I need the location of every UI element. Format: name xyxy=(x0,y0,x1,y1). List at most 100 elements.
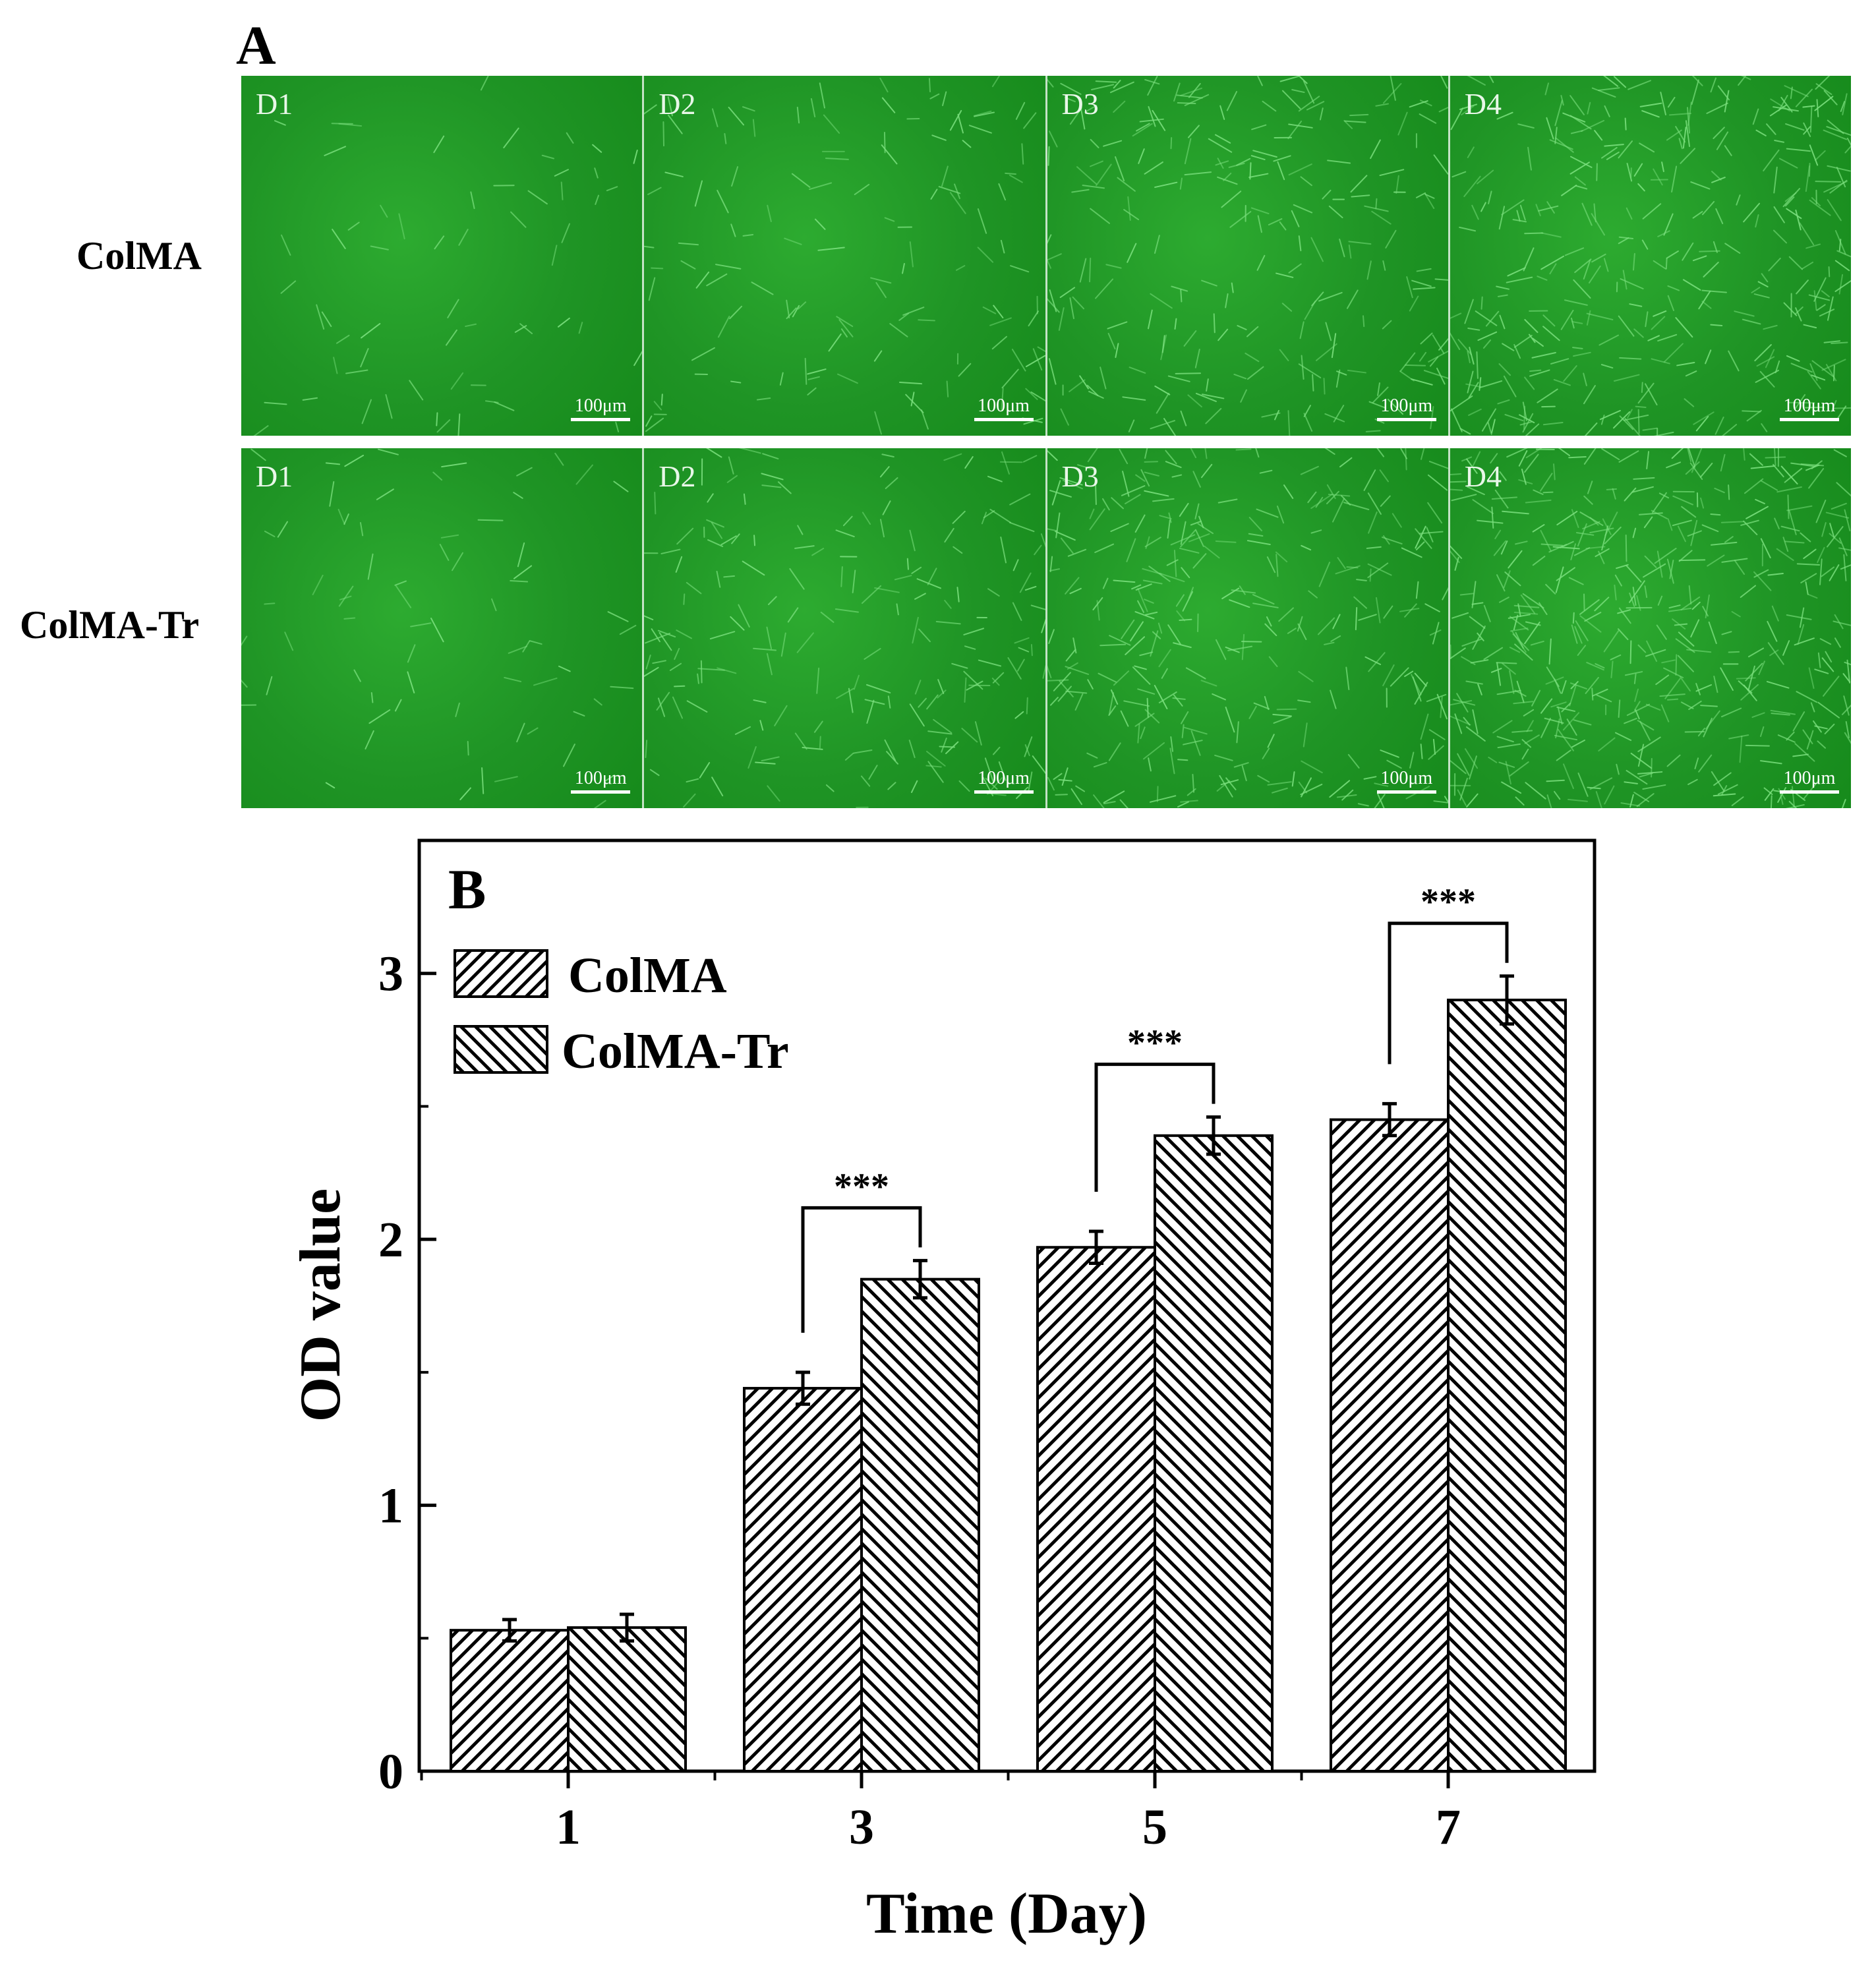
cell-mark xyxy=(1713,793,1736,797)
cell-mark xyxy=(1336,557,1346,570)
cell-mark xyxy=(1827,296,1834,321)
cell-mark xyxy=(1095,163,1112,187)
cell-mark xyxy=(253,425,269,436)
cell-mark xyxy=(325,462,341,465)
cell-mark xyxy=(1652,310,1667,317)
cell-mark xyxy=(1310,529,1322,534)
cell-mark xyxy=(1583,259,1591,280)
cell-mark xyxy=(1687,778,1698,786)
cell-mark xyxy=(1390,76,1396,101)
cell-mark xyxy=(1481,408,1496,432)
cell-mark xyxy=(1832,620,1851,626)
cell-mark xyxy=(1198,515,1204,529)
cell-mark xyxy=(676,630,693,639)
cell-mark xyxy=(1727,484,1730,500)
cell-mark xyxy=(1632,527,1636,539)
cell-mark xyxy=(1552,463,1556,481)
cell-mark xyxy=(975,721,983,746)
cell-mark xyxy=(1132,123,1153,137)
cell-mark xyxy=(1561,703,1571,713)
cell-mark xyxy=(1116,177,1136,192)
cell-mark xyxy=(670,662,682,671)
cell-mark xyxy=(1224,293,1229,308)
cell-mark xyxy=(1571,509,1579,528)
cell-mark xyxy=(1455,693,1469,713)
micrograph-row-colma: D1 100μm D2 100μm D3 100μm D4 100μm xyxy=(241,76,1851,436)
cell-mark xyxy=(718,316,730,338)
cell-mark xyxy=(1299,783,1322,796)
cell-mark xyxy=(911,780,918,794)
cell-mark xyxy=(1633,701,1641,711)
cell-mark xyxy=(407,644,416,663)
cell-mark xyxy=(1595,791,1602,808)
cell-mark xyxy=(519,323,533,334)
cell-mark xyxy=(1694,757,1699,770)
cell-mark xyxy=(1154,181,1177,189)
cell-mark xyxy=(1509,647,1520,653)
cell-mark xyxy=(1194,529,1204,547)
cell-mark xyxy=(1653,260,1666,270)
cell-mark xyxy=(1554,127,1558,144)
cell-mark xyxy=(1769,98,1790,112)
cell-mark xyxy=(633,350,643,366)
cell-mark xyxy=(1604,526,1622,544)
cell-mark xyxy=(1102,577,1108,589)
cell-mark xyxy=(1706,102,1728,114)
cell-mark xyxy=(1773,229,1787,244)
cell-mark xyxy=(1503,570,1511,589)
cell-mark xyxy=(1464,299,1474,324)
cell-mark xyxy=(1695,683,1701,695)
cell-mark xyxy=(1275,272,1293,278)
cell-mark xyxy=(1549,263,1557,275)
cell-mark xyxy=(1570,130,1583,134)
cell-mark xyxy=(1173,694,1183,707)
cell-mark xyxy=(902,263,906,274)
cell-mark xyxy=(1523,709,1534,717)
cell-mark xyxy=(1674,126,1685,143)
cell-mark xyxy=(1323,641,1334,645)
cell-mark xyxy=(1450,699,1472,706)
cell-mark xyxy=(1395,175,1399,194)
y-axis-title: OD value xyxy=(289,1188,353,1422)
cell-mark xyxy=(1241,633,1245,660)
cell-mark xyxy=(798,301,807,310)
cell-mark xyxy=(1792,753,1809,757)
cell-mark xyxy=(1587,102,1591,115)
cell-mark xyxy=(1182,591,1193,612)
cell-mark xyxy=(715,264,742,270)
micrograph-tile: D2 100μm xyxy=(642,448,1045,808)
cell-mark xyxy=(1651,492,1667,513)
error-bar xyxy=(1206,1115,1221,1156)
cell-mark xyxy=(1493,540,1507,556)
cell-mark xyxy=(918,697,927,708)
cell-mark xyxy=(1780,465,1798,484)
cell-mark xyxy=(853,749,873,754)
cell-mark xyxy=(1291,771,1295,787)
cell-mark xyxy=(1275,551,1287,563)
cell-mark xyxy=(1714,487,1725,494)
cell-mark xyxy=(1620,802,1640,807)
cell-mark xyxy=(1682,127,1687,149)
cell-mark xyxy=(1307,590,1318,599)
cell-mark xyxy=(494,776,518,782)
cell-mark xyxy=(1204,407,1221,425)
cell-mark xyxy=(1088,508,1094,519)
cell-mark xyxy=(1338,238,1345,258)
cell-mark xyxy=(1686,448,1691,462)
cell-mark xyxy=(1099,366,1107,390)
cell-mark xyxy=(1429,406,1434,430)
cell-mark xyxy=(1179,547,1199,554)
cell-mark xyxy=(1318,291,1343,302)
cell-mark xyxy=(807,376,821,380)
cell-mark xyxy=(1053,672,1071,691)
cell-mark xyxy=(1753,569,1769,578)
cell-mark xyxy=(1577,645,1586,656)
cell-mark xyxy=(1663,213,1674,236)
cell-mark xyxy=(1666,250,1679,259)
cell-mark xyxy=(1033,348,1043,371)
cell-mark xyxy=(1405,276,1413,299)
cell-mark xyxy=(1423,370,1448,380)
cell-mark xyxy=(1846,137,1851,147)
cell-mark xyxy=(985,757,995,783)
cell-mark xyxy=(1120,710,1129,727)
